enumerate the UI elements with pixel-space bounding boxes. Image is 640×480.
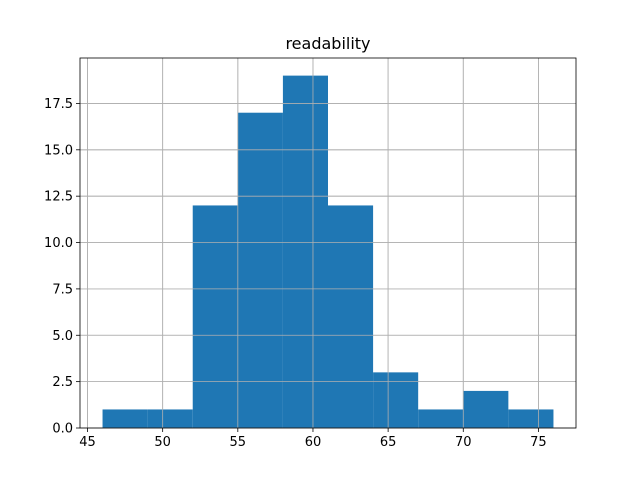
y-tick-label: 10.0	[44, 236, 73, 251]
x-tick-label: 50	[154, 435, 171, 450]
y-tick-label: 7.5	[52, 282, 73, 297]
y-tick-label: 0.0	[52, 422, 73, 437]
histogram-bar	[418, 409, 464, 428]
x-tick-label: 70	[455, 435, 472, 450]
histogram-bar	[282, 75, 328, 428]
x-tick-label: 55	[230, 435, 247, 450]
plot-frame	[79, 57, 577, 429]
histogram-bar	[237, 112, 283, 428]
x-tick-label: 75	[530, 435, 547, 450]
histogram-bar	[102, 409, 148, 428]
histogram-bar	[463, 390, 509, 428]
x-tick-label: 60	[305, 435, 322, 450]
y-tick-label: 5.0	[52, 329, 73, 344]
x-tick-label: 65	[380, 435, 397, 450]
chart-title: readability	[285, 34, 370, 53]
histogram-bar	[147, 409, 193, 428]
y-tick-label: 2.5	[52, 375, 73, 390]
y-tick-label: 15.0	[44, 143, 73, 158]
axes: 45 50 55 60 65 70 75 0.0 2.5 5.0 7.5 10.0 12.5 15.0 17…	[44, 57, 577, 450]
histogram-bar	[508, 409, 554, 428]
histogram-bar	[328, 205, 374, 428]
histogram-bar	[192, 205, 238, 428]
y-tick-label: 17.5	[44, 97, 73, 112]
y-tick-label: 12.5	[44, 190, 73, 205]
x-tick-label: 45	[79, 435, 96, 450]
histogram-bar	[373, 372, 419, 428]
